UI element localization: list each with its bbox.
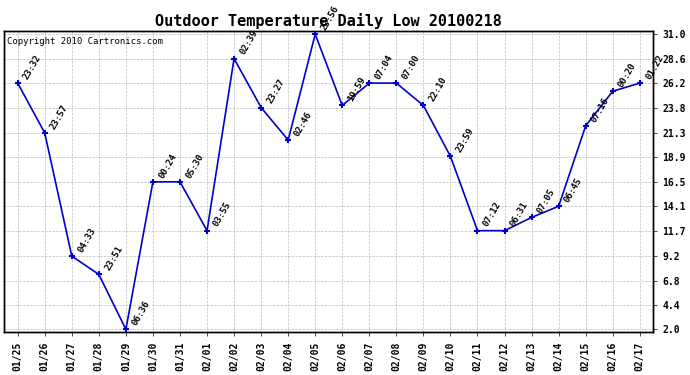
Text: 07:12: 07:12 [482, 201, 503, 228]
Text: 06:45: 06:45 [563, 176, 584, 204]
Text: 00:24: 00:24 [157, 152, 178, 180]
Text: 01:22: 01:22 [644, 53, 665, 81]
Text: 07:00: 07:00 [400, 53, 422, 81]
Text: 23:59: 23:59 [455, 126, 476, 154]
Text: 03:55: 03:55 [211, 201, 233, 228]
Text: 07:04: 07:04 [373, 53, 395, 81]
Text: 06:36: 06:36 [130, 299, 151, 327]
Text: 23:32: 23:32 [22, 53, 43, 81]
Text: 23:51: 23:51 [103, 244, 124, 272]
Text: Copyright 2010 Cartronics.com: Copyright 2010 Cartronics.com [8, 37, 164, 46]
Text: 04:33: 04:33 [76, 226, 97, 254]
Text: 02:46: 02:46 [293, 110, 313, 138]
Text: 05:30: 05:30 [184, 152, 206, 180]
Text: 22:10: 22:10 [428, 75, 448, 103]
Text: 19:59: 19:59 [346, 75, 368, 103]
Title: Outdoor Temperature Daily Low 20100218: Outdoor Temperature Daily Low 20100218 [155, 13, 502, 28]
Text: 07:16: 07:16 [590, 96, 611, 124]
Text: 23:57: 23:57 [49, 103, 70, 131]
Text: 23:27: 23:27 [265, 78, 286, 105]
Text: 02:39: 02:39 [238, 29, 259, 57]
Text: 06:31: 06:31 [509, 201, 530, 228]
Text: 00:20: 00:20 [617, 61, 638, 89]
Text: 23:56: 23:56 [319, 4, 341, 32]
Text: 07:05: 07:05 [535, 188, 557, 215]
